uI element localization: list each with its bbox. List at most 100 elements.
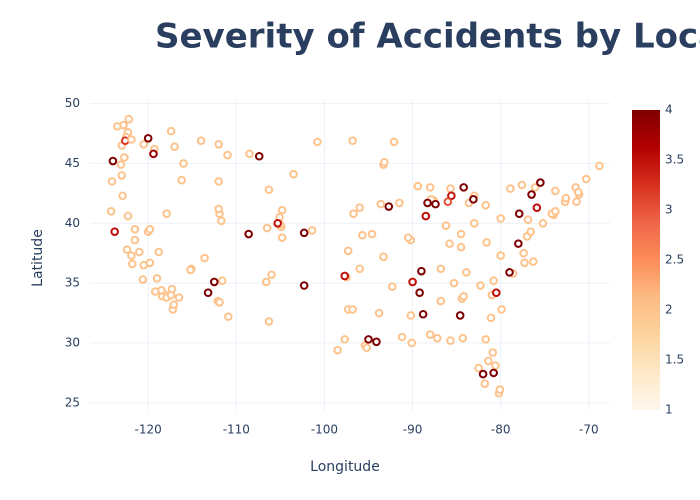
y-tick-label: 40	[65, 216, 80, 230]
point	[389, 137, 399, 147]
point	[425, 330, 435, 339]
colorbar-tick-label: 2.5	[665, 253, 684, 267]
point	[480, 379, 490, 388]
point	[113, 122, 122, 131]
point	[254, 151, 264, 161]
point	[120, 153, 129, 162]
point	[456, 229, 466, 239]
point	[223, 150, 232, 160]
point	[277, 205, 287, 215]
point	[376, 199, 386, 209]
x-tick-label: -110	[223, 423, 250, 437]
point	[413, 181, 423, 191]
point	[484, 356, 493, 366]
point	[551, 186, 560, 196]
point	[124, 114, 134, 124]
point	[149, 149, 158, 159]
colorbar-tick-label: 3	[665, 203, 673, 217]
point	[517, 180, 527, 190]
point	[538, 218, 548, 228]
point	[122, 245, 132, 254]
point	[169, 300, 179, 309]
point	[397, 332, 407, 342]
colorbar-tick-label: 1.5	[665, 353, 684, 367]
point	[445, 239, 454, 248]
point	[431, 199, 440, 209]
point	[245, 149, 254, 159]
x-tick-label: -120	[135, 423, 162, 437]
point	[529, 257, 538, 266]
point	[379, 252, 388, 262]
point	[519, 248, 528, 258]
point	[108, 156, 118, 166]
points	[106, 114, 604, 398]
point	[162, 209, 171, 219]
point	[527, 190, 536, 199]
point	[262, 223, 272, 233]
point	[395, 198, 404, 208]
point	[358, 230, 367, 240]
point	[417, 266, 426, 276]
point	[458, 333, 468, 343]
point	[447, 191, 456, 201]
point	[384, 202, 394, 211]
point	[116, 160, 126, 169]
point	[110, 227, 119, 236]
point	[196, 136, 206, 145]
point	[355, 264, 364, 274]
point	[418, 309, 428, 319]
point	[489, 368, 498, 378]
point	[224, 312, 233, 321]
point	[551, 207, 560, 216]
colorbar-tick-label: 2	[665, 303, 673, 317]
point	[469, 195, 478, 204]
point	[514, 239, 523, 248]
point	[343, 246, 353, 256]
point	[340, 335, 350, 344]
point	[449, 278, 459, 288]
point	[474, 363, 483, 373]
y-axis-title: Latitude	[30, 229, 46, 287]
point	[362, 343, 372, 353]
point	[374, 308, 384, 318]
point	[595, 161, 604, 171]
point	[482, 238, 491, 247]
point	[496, 251, 506, 260]
y-tick-label: 25	[65, 395, 80, 409]
point	[514, 209, 524, 219]
point	[532, 203, 542, 213]
point	[139, 139, 149, 149]
point	[478, 369, 488, 379]
point	[152, 274, 162, 283]
point	[170, 142, 179, 151]
x-axis-title: Longitude	[310, 459, 380, 475]
point	[446, 336, 455, 345]
y-tick-label: 30	[65, 335, 80, 349]
point	[135, 247, 144, 257]
point	[244, 229, 253, 239]
point	[127, 135, 136, 144]
point	[572, 197, 581, 207]
point	[526, 227, 535, 236]
point	[203, 288, 213, 298]
point	[340, 271, 350, 281]
point	[581, 174, 591, 184]
point	[217, 276, 227, 286]
point	[530, 183, 540, 192]
point	[436, 264, 446, 274]
point	[364, 335, 373, 344]
x-tick-label: -90	[403, 423, 423, 437]
point	[573, 187, 583, 197]
point	[167, 284, 177, 294]
point	[492, 288, 501, 298]
point	[117, 171, 127, 180]
point	[138, 275, 148, 284]
point	[456, 242, 466, 252]
point	[488, 348, 498, 357]
point	[407, 338, 416, 348]
point	[476, 281, 485, 290]
point	[267, 270, 276, 280]
point	[446, 184, 455, 193]
point	[143, 134, 153, 143]
point	[106, 207, 116, 216]
